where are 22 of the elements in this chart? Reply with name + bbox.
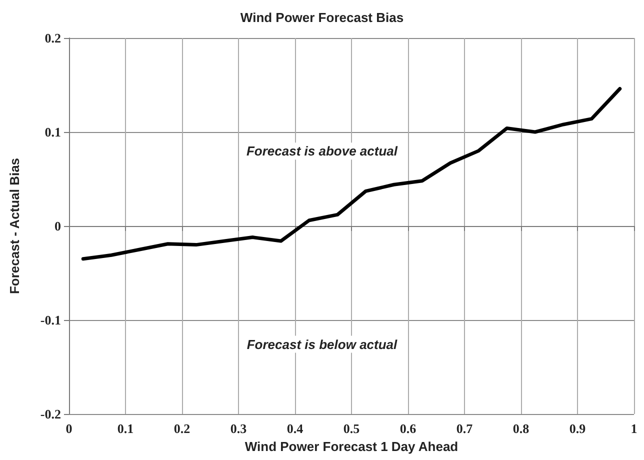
x-tick-label: 0.2: [174, 421, 190, 436]
chart-title: Wind Power Forecast Bias: [240, 10, 404, 25]
x-tick-label: 0.3: [230, 421, 248, 436]
x-tick-label: 1: [630, 421, 638, 436]
y-tick-label: 0.1: [44, 124, 61, 140]
x-tick-label: 0.5: [343, 421, 360, 436]
x-tick-label: 0.6: [400, 421, 417, 436]
y-tick-label: -0.1: [40, 312, 61, 328]
x-tick-label: 0.9: [569, 421, 586, 436]
x-tick-label: 0: [66, 421, 72, 436]
x-tick-label: 0.8: [512, 421, 530, 436]
annotation: Forecast is above actual: [246, 144, 398, 159]
line-series: [81, 87, 622, 261]
y-tick-label: 0: [54, 218, 61, 234]
y-tick-label: -0.2: [40, 406, 61, 422]
annotation: Forecast is below actual: [246, 336, 398, 352]
x-tick-label: 0.7: [456, 421, 474, 436]
y-axis-title: Forecast - Actual Bias: [7, 158, 22, 294]
x-tick-label: 0.1: [117, 421, 134, 436]
x-axis-title: Wind Power Forecast 1 Day Ahead: [244, 438, 458, 454]
y-tick-label: 0.2: [44, 30, 61, 46]
x-tick-label: 0.4: [286, 421, 304, 436]
